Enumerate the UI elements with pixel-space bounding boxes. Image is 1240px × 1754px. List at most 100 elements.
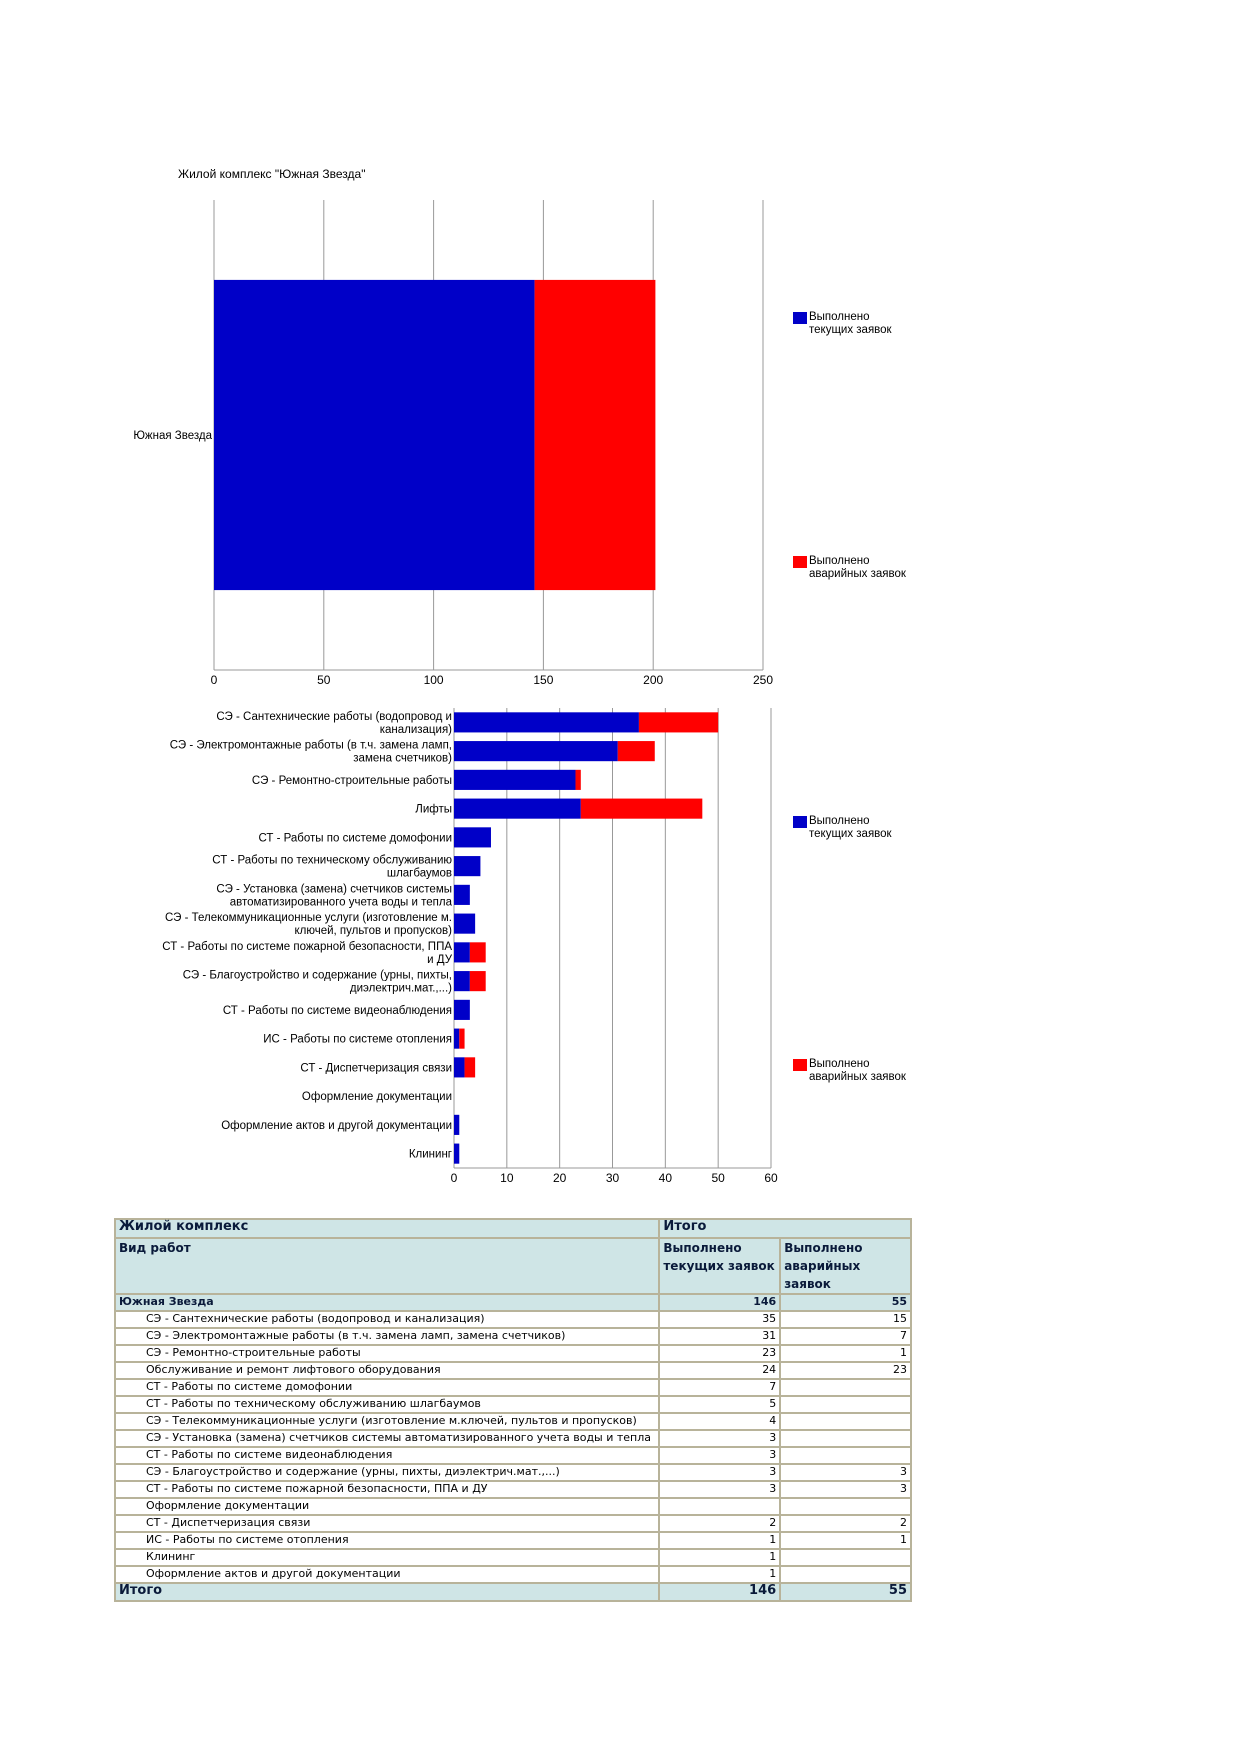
total-label: Итого <box>113 1582 661 1602</box>
bar-current <box>454 942 470 963</box>
table-row: СТ - Работы по системе видеонаблюдения 3 <box>113 1446 912 1465</box>
category-label: Клининг <box>409 1149 452 1161</box>
bar-emergency <box>469 942 486 963</box>
table-row: СЭ - Телекоммуникационные услуги (изгото… <box>113 1412 912 1431</box>
bar-current <box>454 884 470 905</box>
legend-swatch-emergency <box>793 1059 807 1071</box>
legend-label: Выполнено <box>809 311 870 323</box>
legend-label: текущих заявок <box>809 828 893 840</box>
x-tick-label: 250 <box>753 673 773 687</box>
table-row: СЭ - Электромонтажные работы (в т.ч. зам… <box>113 1327 912 1346</box>
bar-emergency <box>464 1057 476 1078</box>
group-current: 146 <box>658 1293 782 1312</box>
row-emergency: 2 <box>779 1514 912 1533</box>
bar-current <box>454 1028 460 1049</box>
row-emergency <box>779 1429 912 1448</box>
category-label: СТ - Работы по системе пожарной безопасн… <box>162 941 452 953</box>
row-emergency: 7 <box>779 1327 912 1346</box>
table-row: СЭ - Благоустройство и содержание (урны,… <box>113 1463 912 1482</box>
row-current: 3 <box>658 1480 782 1499</box>
row-work-type: СЭ - Благоустройство и содержание (урны,… <box>113 1463 661 1482</box>
table-row: Оформление актов и другой документации 1 <box>113 1565 912 1584</box>
row-current: 3 <box>658 1463 782 1482</box>
x-tick-label: 100 <box>424 673 444 687</box>
row-emergency <box>779 1497 912 1516</box>
category-label: СЭ - Электромонтажные работы (в т.ч. зам… <box>170 740 452 752</box>
category-label: СЭ - Сантехнические работы (водопровод и <box>216 711 452 723</box>
bar-current <box>454 1114 460 1135</box>
table-row: СТ - Работы по системе пожарной безопасн… <box>113 1480 912 1499</box>
bar-current <box>454 769 576 790</box>
bar-emergency <box>534 279 656 591</box>
table-row: СТ - Диспетчеризация связи 2 2 <box>113 1514 912 1533</box>
category-label: ключей, пультов и пропусков) <box>294 925 452 937</box>
legend-label: Выполнено <box>809 1058 870 1070</box>
row-emergency <box>779 1446 912 1465</box>
x-tick-label: 10 <box>500 1171 514 1185</box>
legend-swatch-current <box>793 312 807 324</box>
category-label: и ДУ <box>427 954 453 966</box>
bar-current <box>214 279 535 591</box>
row-emergency: 23 <box>779 1361 912 1380</box>
x-tick-label: 0 <box>211 673 218 687</box>
bar-current <box>454 712 639 733</box>
table-row: СТ - Работы по системе домофонии 7 <box>113 1378 912 1397</box>
row-work-type: СТ - Работы по системе домофонии <box>113 1378 661 1397</box>
legend-swatch-emergency <box>793 556 807 568</box>
x-tick-label: 20 <box>553 1171 567 1185</box>
total-emergency: 55 <box>779 1582 912 1602</box>
category-label: СЭ - Установка (замена) счетчиков систем… <box>216 883 452 895</box>
x-tick-label: 50 <box>711 1171 725 1185</box>
header-total: Итого <box>658 1218 912 1239</box>
bar-current <box>454 741 618 762</box>
total-current: 146 <box>658 1582 782 1602</box>
category-label: СТ - Работы по системе видеонаблюдения <box>223 1005 452 1017</box>
bar-current <box>454 827 491 848</box>
row-current: 1 <box>658 1531 782 1550</box>
category-label: канализация) <box>380 724 452 736</box>
work-types-bar-chart: 0 10 20 30 40 50 60 СЭ - Сантехнические работы … <box>162 708 907 1185</box>
category-label: замена счетчиков) <box>353 753 452 765</box>
row-current: 3 <box>658 1446 782 1465</box>
bar-current <box>454 999 470 1020</box>
legend-label: Выполнено <box>809 555 870 567</box>
table-row: ИС - Работы по системе отопления 1 1 <box>113 1531 912 1550</box>
row-work-type: Оформление документации <box>113 1497 661 1516</box>
category-label: Оформление документации <box>302 1091 452 1103</box>
bar-current <box>454 971 470 992</box>
row-current: 4 <box>658 1412 782 1431</box>
table-group-row: Южная Звезда 146 55 <box>113 1293 912 1312</box>
row-current: 5 <box>658 1395 782 1414</box>
x-tick-label: 0 <box>451 1171 458 1185</box>
category-label: диэлектрич.мат.,...) <box>350 983 452 995</box>
bar-current <box>454 798 581 819</box>
category-label: Южная Звезда <box>133 430 212 442</box>
category-label: автоматизированного учета воды и тепла <box>230 896 453 908</box>
x-tick-label: 200 <box>643 673 663 687</box>
row-emergency <box>779 1395 912 1414</box>
x-tick-label: 40 <box>659 1171 673 1185</box>
x-tick-label: 30 <box>606 1171 620 1185</box>
bar-current <box>454 1057 465 1078</box>
x-tick-label: 60 <box>764 1171 778 1185</box>
bar-emergency <box>580 798 703 819</box>
row-work-type: СЭ - Телекоммуникационные услуги (изгото… <box>113 1412 661 1431</box>
bar-current <box>454 913 476 934</box>
table-header-row: Вид работ Выполнено текущих заявок Выполне… <box>113 1237 912 1295</box>
bar-emergency <box>469 971 486 992</box>
row-emergency <box>779 1565 912 1584</box>
row-current: 35 <box>658 1310 782 1329</box>
bar-emergency <box>459 1028 465 1049</box>
category-label: шлагбаумов <box>387 868 452 880</box>
row-work-type: СЭ - Сантехнические работы (водопровод и… <box>113 1310 661 1329</box>
header-current: Выполнено текущих заявок <box>658 1237 782 1295</box>
row-work-type: Оформление актов и другой документации <box>113 1565 661 1584</box>
bar-emergency <box>638 712 719 733</box>
page-heading: Жилой комплекс "Южная Звезда" <box>178 167 366 181</box>
bar-current <box>454 856 481 877</box>
row-emergency <box>779 1548 912 1567</box>
category-label: СЭ - Телекоммуникационные услуги (изгото… <box>165 912 452 924</box>
legend-label: текущих заявок <box>809 324 893 336</box>
bar-emergency <box>575 769 581 790</box>
x-tick-label: 150 <box>533 673 553 687</box>
